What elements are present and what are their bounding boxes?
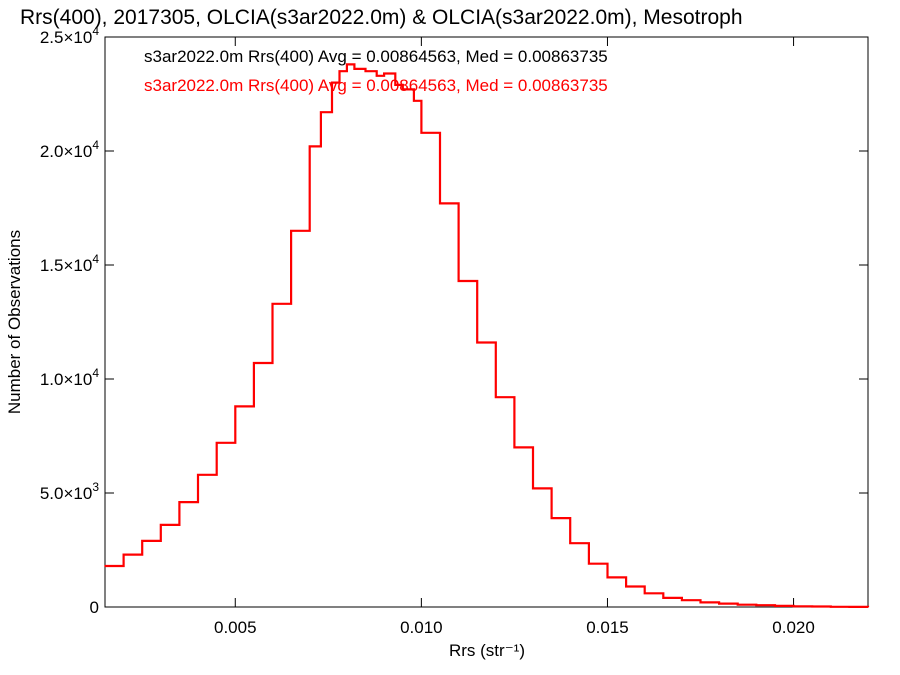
data-point xyxy=(532,487,534,490)
x-tick-label: 0.020 xyxy=(772,618,815,637)
data-point xyxy=(755,604,758,606)
data-point xyxy=(736,603,739,606)
plot-frame xyxy=(104,36,869,608)
legend-entry-black: s3ar2022.0m Rrs(400) Avg = 0.00864563, M… xyxy=(144,47,608,66)
data-point xyxy=(394,84,397,86)
data-point xyxy=(699,601,702,604)
data-point xyxy=(643,592,646,595)
data-point xyxy=(569,542,572,544)
data-point xyxy=(141,540,144,542)
data-point xyxy=(364,70,367,72)
data-point xyxy=(401,88,404,91)
chart-title: Rrs(400), 2017305, OLCIA(s3ar2022.0m) & … xyxy=(20,6,743,29)
y-tick-label: 1.0×104 xyxy=(40,366,99,389)
x-axis: 0.005 0.010 0.015 0.020 xyxy=(214,37,815,637)
data-point xyxy=(681,599,683,601)
data-point xyxy=(253,362,255,364)
series-line xyxy=(105,63,870,608)
series-layer xyxy=(104,63,870,608)
data-point xyxy=(792,605,795,608)
data-point xyxy=(160,524,162,526)
y-axis: 0 5.0×103 1.0×104 1.5×104 2.0×104 2.5×104 xyxy=(40,24,868,617)
data-point xyxy=(320,111,322,114)
y-tick-label: 2.0×104 xyxy=(40,138,99,161)
data-point xyxy=(375,74,378,77)
data-point xyxy=(197,473,199,476)
data-point xyxy=(495,396,497,399)
data-point xyxy=(476,341,478,344)
data-point xyxy=(420,131,423,134)
data-point xyxy=(346,63,348,66)
data-point xyxy=(178,501,181,503)
data-point xyxy=(550,517,553,519)
data-point xyxy=(513,446,516,449)
data-point xyxy=(331,81,333,84)
data-point xyxy=(271,302,274,305)
y-axis-label: Number of Observations xyxy=(5,230,24,414)
data-point xyxy=(588,562,590,565)
data-point xyxy=(413,100,415,102)
data-point xyxy=(867,606,869,608)
data-point xyxy=(215,442,218,444)
x-axis-label: Rrs (str⁻¹) xyxy=(449,641,525,660)
legend-entry-red: s3ar2022.0m Rrs(400) Avg = 0.00864563, M… xyxy=(144,76,608,95)
data-point xyxy=(338,70,341,72)
x-tick-label: 0.005 xyxy=(214,618,257,637)
y-tick-label: 0 xyxy=(90,598,99,617)
data-point xyxy=(234,405,237,408)
x-tick-label: 0.015 xyxy=(586,618,629,637)
x-tick-label: 0.010 xyxy=(400,618,443,637)
data-point xyxy=(308,145,311,148)
data-point xyxy=(383,72,385,75)
data-point xyxy=(829,605,832,608)
data-point xyxy=(625,585,627,588)
data-point xyxy=(290,230,292,232)
y-tick-label: 1.5×104 xyxy=(40,252,99,275)
data-point xyxy=(104,565,106,567)
y-tick-label: 2.5×104 xyxy=(40,24,99,47)
data-point xyxy=(848,606,851,608)
data-point xyxy=(774,605,776,607)
data-point xyxy=(122,553,125,556)
data-point xyxy=(457,280,460,282)
y-tick-label: 5.0×103 xyxy=(40,480,99,503)
data-point xyxy=(353,68,356,70)
data-point xyxy=(811,605,813,608)
data-point xyxy=(439,202,441,205)
data-point xyxy=(718,602,720,605)
data-point xyxy=(606,576,609,579)
data-point xyxy=(662,597,665,599)
